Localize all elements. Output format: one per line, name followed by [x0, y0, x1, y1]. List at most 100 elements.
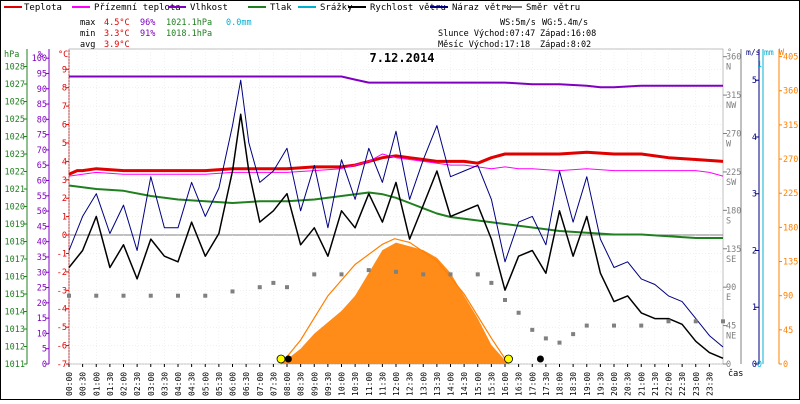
humidity-tick-label: 95: [37, 69, 47, 79]
humidity-tick-label: 5: [42, 345, 47, 355]
compass-label: N: [726, 63, 731, 73]
stats-min-humidity: 91%: [140, 29, 155, 39]
sunset-marker: [504, 354, 513, 364]
x-tick-label: 04:30: [188, 372, 197, 396]
wind-direction-point: [612, 323, 616, 328]
x-tick-label: 19:30: [596, 372, 605, 396]
wind-direction-tick-label: 90: [726, 283, 736, 293]
x-tick-label: 12:30: [406, 372, 415, 396]
wind-speed-tick-label: 5: [752, 76, 757, 86]
rain-tick-label: 0: [757, 360, 762, 370]
temperature-tick-label: 6: [62, 121, 67, 131]
legend-label-wind-direction: Směr větru: [526, 3, 580, 13]
temperature-tick-label: -6: [57, 342, 67, 352]
legend-label-wind-gust: Náraz větru: [452, 3, 512, 13]
wind-direction-point: [475, 272, 480, 277]
pressure-axis-unit: hPa: [4, 50, 19, 60]
humidity-tick-label: 35: [37, 253, 47, 263]
x-tick-label: 11:30: [378, 372, 387, 396]
axes: -7-6-5-4-3-2-101234567890510152025303540…: [5, 53, 799, 396]
stats-max-label: max: [80, 18, 95, 28]
humidity-tick-label: 20: [37, 299, 47, 309]
x-tick-label: 20:30: [624, 372, 633, 396]
wind-direction-point: [693, 319, 698, 324]
series-line: [68, 153, 724, 177]
x-tick-label: 14:30: [460, 372, 469, 396]
temperature-tick-label: -4: [57, 305, 67, 315]
pressure-tick-label: 1023: [5, 150, 25, 160]
wind-direction-point: [176, 293, 180, 298]
x-tick-label: 00:30: [79, 372, 88, 396]
wind-gust-info: WG:5.4m/s: [542, 18, 588, 28]
x-tick-label: 22:00: [665, 372, 674, 396]
temperature-tick-label: -7: [57, 360, 67, 370]
x-tick-label: 10:00: [338, 372, 347, 396]
temperature-tick-label: 3: [62, 176, 67, 186]
legend-label-rain: Srážky: [320, 3, 353, 13]
wind-direction-point: [271, 280, 276, 285]
x-tick-label: 15:30: [487, 372, 496, 396]
wind-direction-tick-label: 180: [726, 206, 741, 216]
wind-direction-point: [448, 272, 453, 277]
wind-direction-point: [257, 285, 262, 290]
x-tick-label: 06:00: [229, 372, 238, 396]
moonset-info: Západ:8:02: [540, 40, 591, 50]
wind-direction-axis-unit: °: [727, 48, 732, 58]
stats-avg-label: avg: [80, 40, 95, 50]
temperature-tick-label: 9: [62, 65, 67, 75]
wind-direction-point: [67, 293, 71, 298]
wind-direction-point: [312, 272, 317, 277]
temperature-tick-label: 8: [62, 84, 67, 94]
compass-label: SW: [726, 178, 737, 188]
humidity-tick-label: 45: [37, 222, 47, 232]
temperature-tick-label: -1: [57, 249, 67, 259]
x-tick-label: 02:00: [120, 372, 129, 396]
x-tick-label: 08:30: [297, 372, 306, 396]
wind-direction-point: [530, 327, 535, 332]
wind-direction-point: [721, 319, 725, 324]
stats-min-label: min: [80, 29, 95, 39]
x-tick-label: 12:00: [392, 372, 401, 396]
solar-radiation-area: [281, 242, 509, 364]
humidity-tick-label: 65: [37, 161, 47, 171]
wind-direction-point: [339, 272, 344, 277]
legend-label-temperature: Teplota: [24, 3, 62, 13]
rain-axis-unit: mm: [764, 48, 774, 57]
solar-tick-label: 270: [783, 155, 798, 165]
compass-label: S: [726, 216, 731, 226]
x-tick-label: 16:30: [515, 372, 524, 396]
humidity-tick-label: 70: [37, 146, 47, 156]
solar-axis-unit: W: [779, 48, 785, 58]
wind-direction-point: [94, 293, 99, 298]
legend-label-wind-speed: Rychlost větru: [370, 3, 446, 13]
series-line: [68, 184, 723, 239]
humidity-tick-label: 60: [37, 177, 47, 187]
stats-avg-temp: 3.9°C: [104, 40, 130, 50]
rain-tick-label: 1: [757, 60, 762, 70]
wind-direction-point: [148, 293, 153, 298]
sunrise-marker: [276, 354, 286, 364]
humidity-axis-unit: %: [38, 50, 43, 60]
solar-tick-label: 225: [783, 189, 798, 199]
pressure-tick-label: 1011: [5, 360, 25, 370]
wind-direction-point: [394, 269, 398, 274]
x-tick-label: 13:30: [433, 372, 442, 396]
series-line: [68, 113, 724, 359]
stats-min-temp: 3.3°C: [104, 29, 130, 39]
pressure-tick-label: 1013: [5, 325, 25, 335]
moonrise-info: Měsíc Východ:17:18: [438, 40, 530, 50]
temperature-tick-label: -2: [57, 268, 67, 278]
wind-direction-point: [366, 268, 371, 273]
wind-direction-point: [203, 293, 208, 298]
solar-tick-label: 90: [783, 292, 793, 302]
x-tick-label: 23:00: [692, 372, 701, 396]
compass-label: NW: [726, 101, 737, 111]
x-tick-label: 18:00: [556, 372, 565, 396]
compass-label: SE: [726, 255, 736, 265]
x-tick-label: 03:30: [160, 372, 169, 396]
x-tick-label: 01:30: [106, 372, 115, 396]
x-tick-label: 23:30: [705, 372, 714, 396]
pressure-tick-label: 1020: [5, 203, 25, 213]
compass-label: NE: [726, 332, 736, 342]
legend-label-humidity: Vlhkost: [190, 3, 228, 13]
